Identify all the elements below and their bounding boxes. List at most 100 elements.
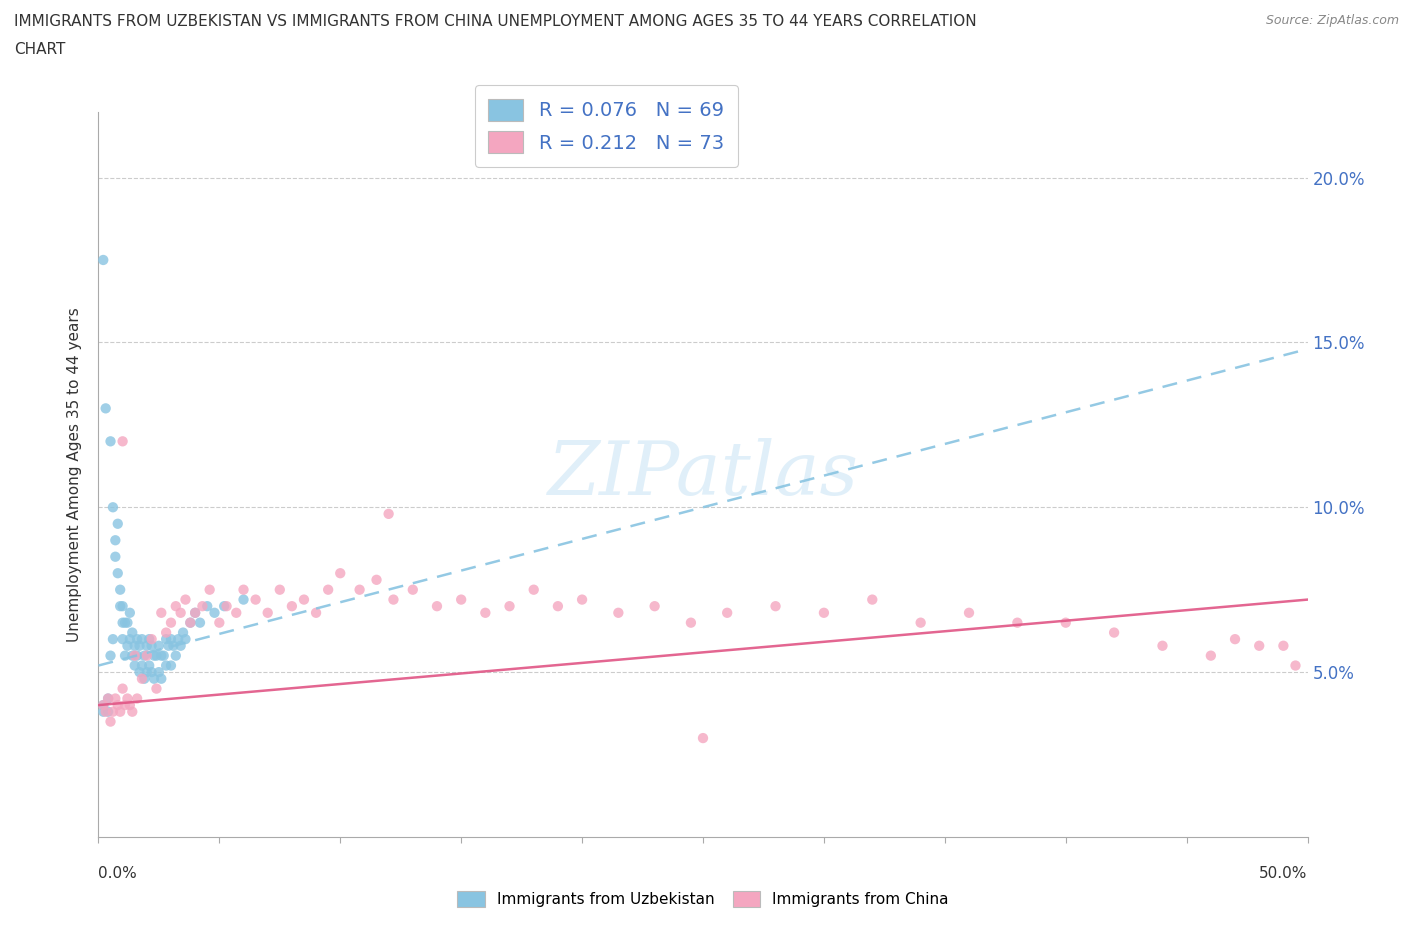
Point (124, 658, 146, 673)
Point (91, 253, 114, 268)
Point (215, 599, 238, 614)
Point (118, 605, 141, 620)
Point (167, 631, 190, 646)
Point (107, 516, 129, 531)
Point (232, 582, 254, 597)
Point (195, 599, 218, 614)
Text: IMMIGRANTS FROM UZBEKISTAN VS IMMIGRANTS FROM CHINA UNEMPLOYMENT AMONG AGES 35 T: IMMIGRANTS FROM UZBEKISTAN VS IMMIGRANTS… (14, 14, 977, 29)
Point (208, 616, 231, 631)
Point (150, 671, 173, 686)
Point (148, 665, 170, 680)
Point (155, 631, 177, 646)
Point (150, 648, 173, 663)
Point (145, 648, 167, 663)
Point (571, 592, 593, 607)
Point (523, 582, 546, 597)
Point (1272, 638, 1295, 653)
Point (184, 605, 207, 620)
Point (910, 616, 932, 631)
Point (91, 698, 114, 712)
Point (150, 605, 173, 620)
Point (366, 572, 388, 587)
Point (104, 533, 127, 548)
Point (121, 625, 143, 640)
Point (111, 616, 134, 631)
Point (117, 616, 139, 631)
Point (114, 648, 136, 663)
Point (179, 616, 201, 631)
Point (232, 592, 254, 607)
Point (107, 565, 129, 580)
Point (204, 605, 226, 620)
Point (117, 638, 139, 653)
Point (169, 605, 191, 620)
Point (141, 631, 163, 646)
Point (169, 638, 191, 653)
Point (104, 691, 127, 706)
Point (134, 648, 156, 663)
Point (184, 605, 207, 620)
Point (212, 599, 235, 614)
Point (138, 658, 160, 673)
Text: 50.0%: 50.0% (1260, 866, 1308, 881)
Point (101, 704, 124, 719)
Point (118, 698, 141, 712)
Point (1199, 648, 1222, 663)
Point (716, 605, 738, 620)
Point (1284, 658, 1306, 673)
Point (160, 658, 183, 673)
Point (607, 605, 630, 620)
Text: CHART: CHART (14, 42, 66, 57)
Point (138, 631, 160, 646)
Legend: R = 0.076   N = 69, R = 0.212   N = 73: R = 0.076 N = 69, R = 0.212 N = 73 (475, 85, 738, 166)
Point (157, 638, 180, 653)
Point (382, 592, 405, 607)
Point (143, 671, 166, 686)
Text: ZIPatlas: ZIPatlas (547, 438, 859, 511)
Point (143, 648, 166, 663)
Point (111, 681, 134, 696)
Point (117, 691, 139, 706)
Point (349, 582, 371, 597)
Point (124, 638, 146, 653)
Point (127, 691, 149, 706)
Point (329, 565, 352, 580)
Point (127, 648, 149, 663)
Point (426, 599, 449, 614)
Point (679, 616, 702, 631)
Point (692, 731, 714, 746)
Y-axis label: Unemployment Among Ages 35 to 44 years: Unemployment Among Ages 35 to 44 years (67, 307, 83, 642)
Point (165, 648, 187, 663)
Point (121, 648, 143, 663)
Point (165, 599, 187, 614)
Point (121, 704, 143, 719)
Point (91, 698, 114, 712)
Point (813, 605, 835, 620)
Point (141, 638, 163, 653)
Point (107, 698, 129, 712)
Point (148, 638, 170, 653)
Point (245, 592, 267, 607)
Point (108, 582, 131, 597)
Point (547, 599, 569, 614)
Point (172, 625, 194, 640)
Point (765, 599, 787, 614)
Point (860, 592, 883, 607)
Point (957, 605, 980, 620)
Point (101, 631, 124, 646)
Point (155, 658, 177, 673)
Point (131, 671, 153, 686)
Point (1249, 638, 1271, 653)
Point (111, 631, 134, 646)
Point (97, 691, 120, 706)
Point (141, 665, 163, 680)
Point (292, 592, 315, 607)
Point (108, 599, 131, 614)
Point (174, 592, 197, 607)
Point (114, 616, 136, 631)
Point (111, 434, 134, 449)
Point (108, 704, 131, 719)
Point (162, 638, 184, 653)
Point (174, 631, 197, 646)
Point (377, 507, 399, 522)
